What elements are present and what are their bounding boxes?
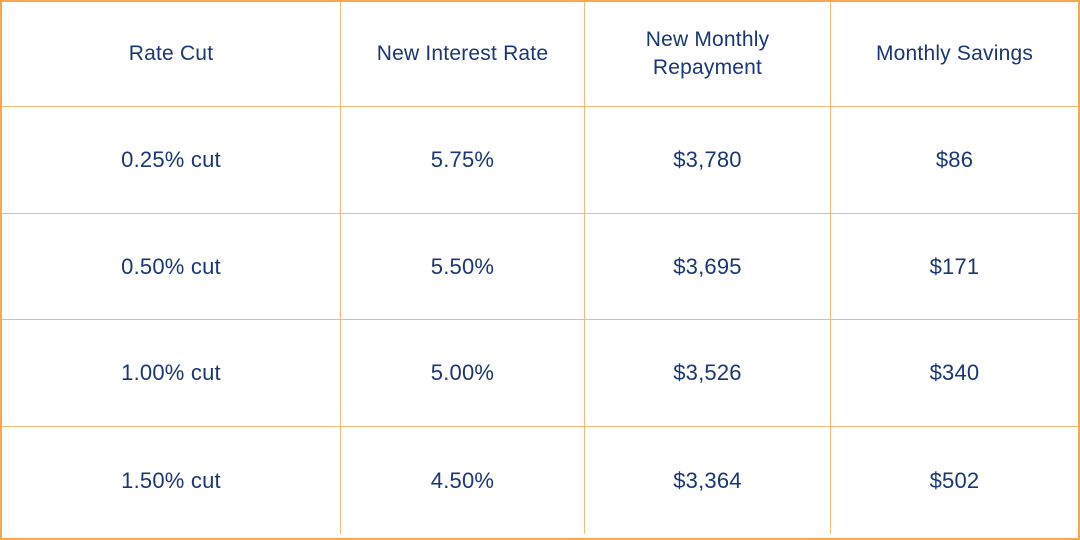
column-header-new-interest-rate: New Interest Rate bbox=[341, 2, 585, 107]
table-cell-interest-rate: 5.75% bbox=[341, 107, 585, 214]
table-cell-savings: $340 bbox=[831, 320, 1078, 427]
table-cell-rate-cut: 1.00% cut bbox=[2, 320, 341, 427]
column-header-rate-cut: Rate Cut bbox=[2, 2, 341, 107]
column-header-new-monthly-repayment: New Monthly Repayment bbox=[585, 2, 831, 107]
table-cell-savings: $86 bbox=[831, 107, 1078, 214]
table-cell-savings: $502 bbox=[929, 467, 980, 493]
table-cell-repayment: $3,780 bbox=[585, 107, 831, 214]
table-cell-repayment: $3,695 bbox=[585, 214, 831, 320]
table-cell-repayment: $3,526 bbox=[585, 320, 831, 427]
table-cell-repayment: $3,364 bbox=[585, 427, 831, 534]
table-cell-interest-rate: 4.50% bbox=[341, 427, 585, 534]
table-cell-rate-cut: 0.25% cut bbox=[2, 107, 341, 214]
table-cell-rate-cut: 0.50% cut bbox=[2, 214, 341, 320]
table-cell-interest-rate: 5.00% bbox=[341, 320, 585, 427]
table-cell-savings: $171 bbox=[831, 214, 1078, 320]
table-cell-rate-cut: 1.50% cut bbox=[2, 427, 341, 534]
table-cell-interest-rate: 5.50% bbox=[341, 214, 585, 320]
column-header-monthly-savings: Monthly Savings bbox=[831, 2, 1078, 107]
